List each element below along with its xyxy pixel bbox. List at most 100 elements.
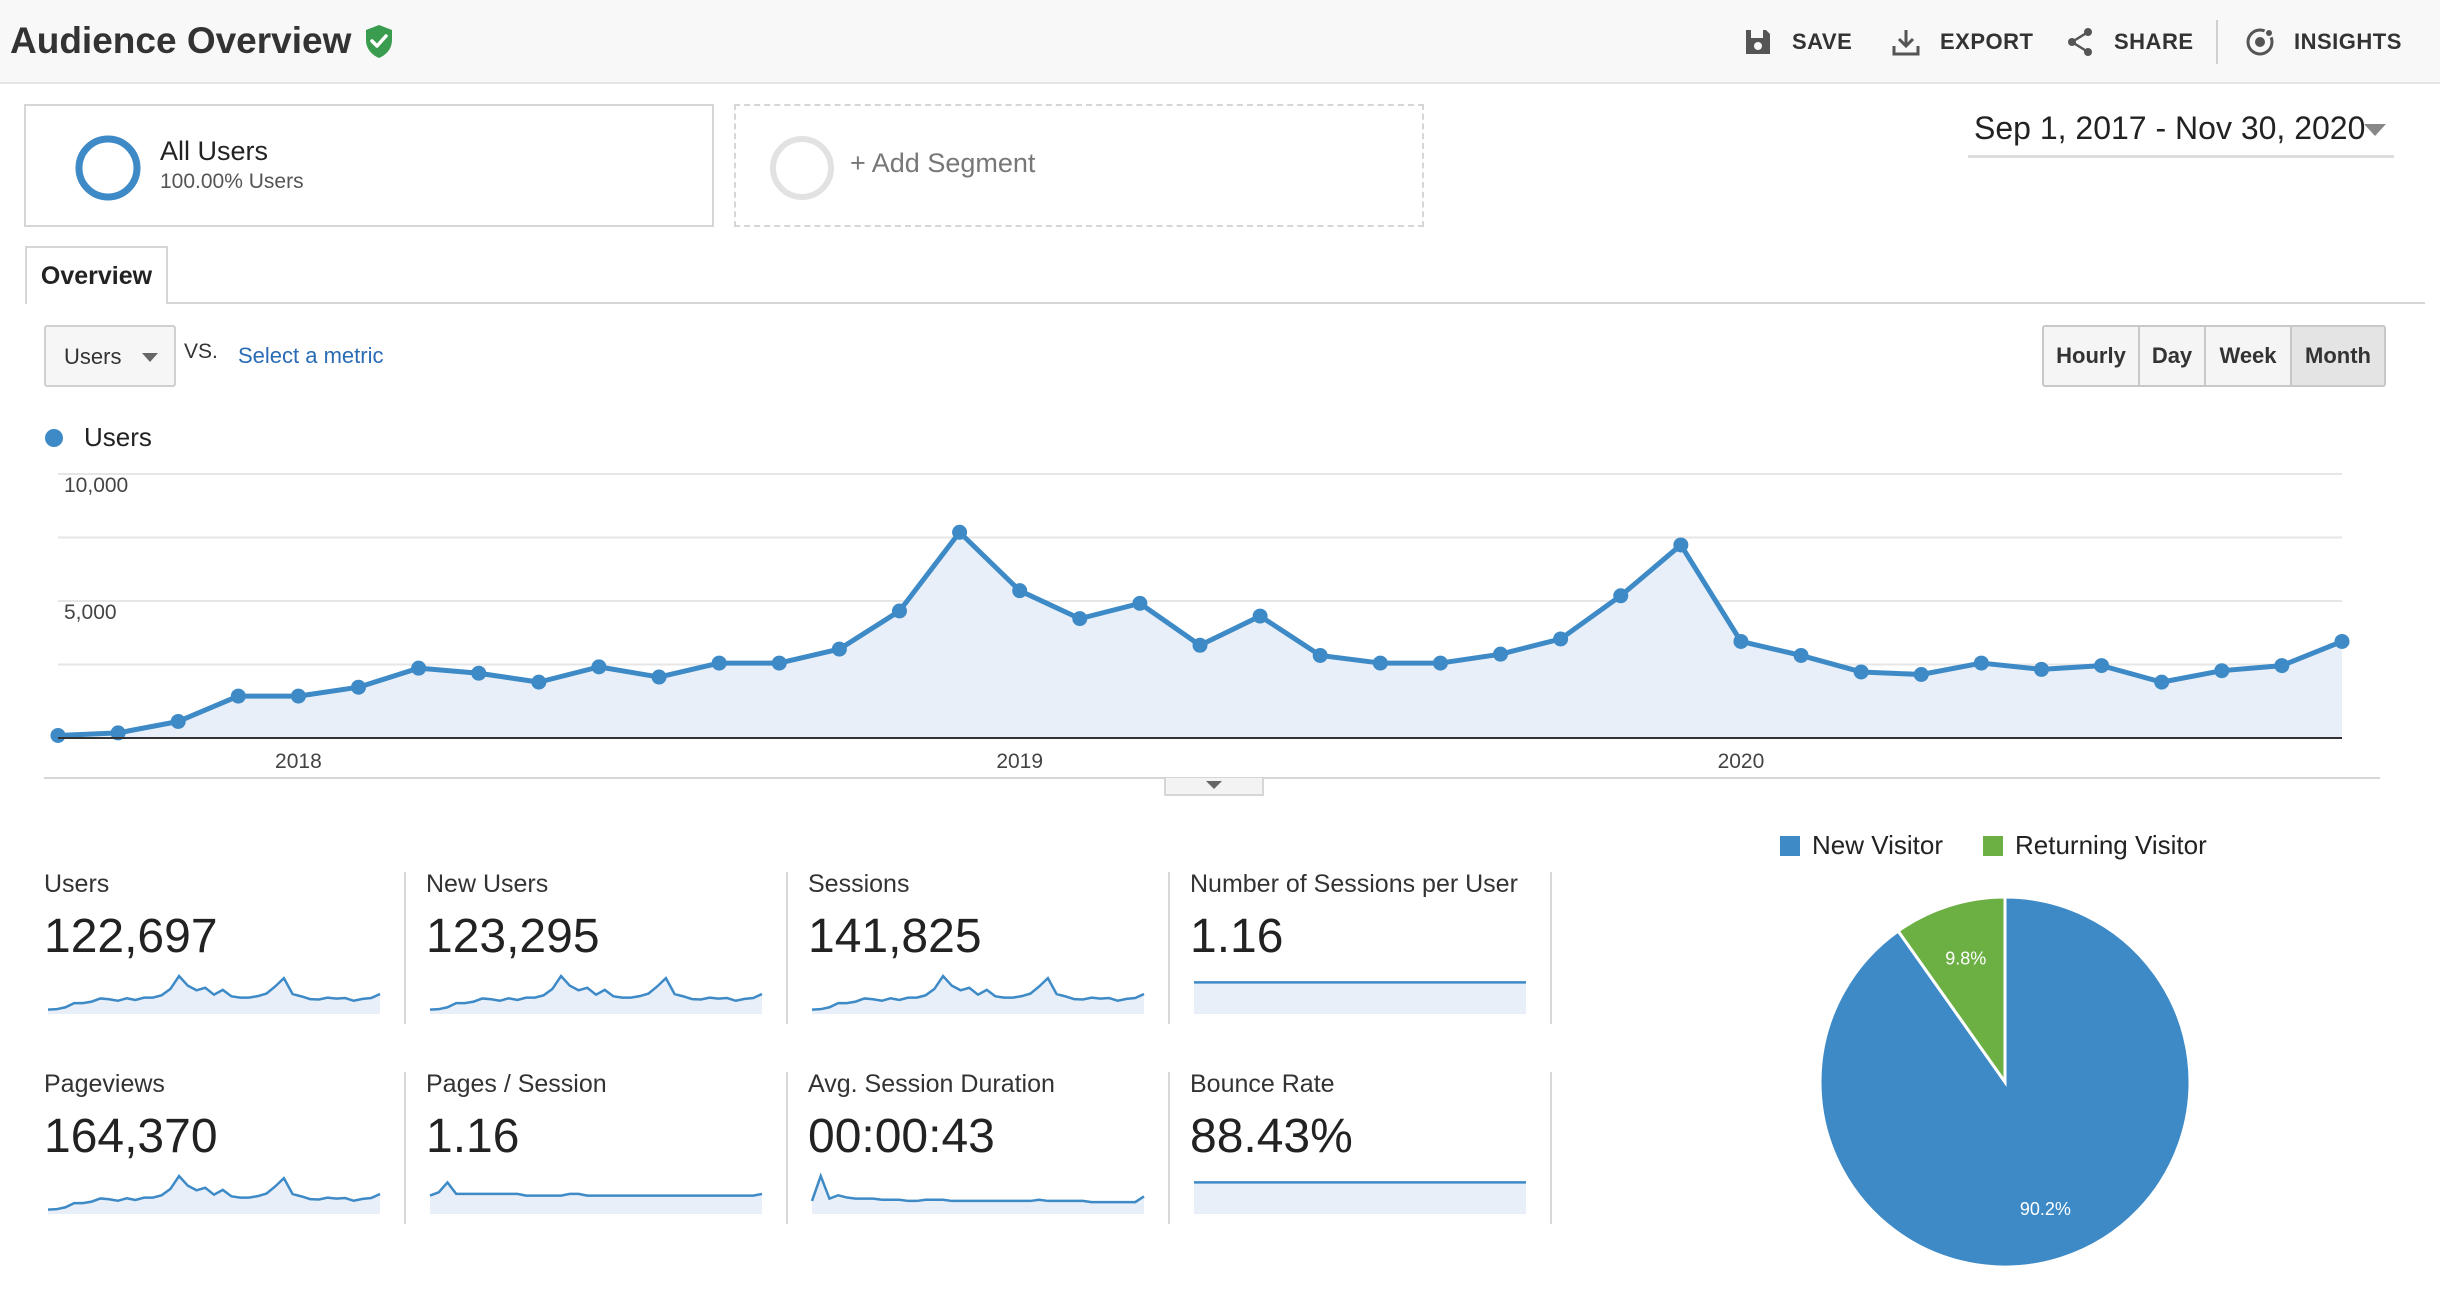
- chart-collapse-handle[interactable]: [1164, 778, 1264, 796]
- data-point: [2274, 658, 2290, 674]
- granularity-month[interactable]: Month: [2292, 327, 2384, 385]
- metric-value: 141,825: [808, 910, 982, 963]
- legend-users: Users: [84, 422, 152, 452]
- granularity-hourly[interactable]: Hourly: [2044, 327, 2140, 385]
- data-point: [711, 655, 727, 671]
- data-point: [1613, 588, 1629, 604]
- data-point: [771, 655, 787, 671]
- add-segment-button[interactable]: + Add Segment: [734, 104, 1424, 227]
- metric-label: Number of Sessions per User: [1190, 870, 1518, 898]
- metric-card[interactable]: Sessions 141,825: [808, 870, 1148, 1020]
- save-button[interactable]: SAVE: [1742, 26, 1852, 58]
- segment-circle-icon: [75, 135, 141, 201]
- metric-label: Bounce Rate: [1190, 1070, 1335, 1098]
- data-point: [831, 641, 847, 657]
- data-point: [1553, 631, 1569, 647]
- data-point: [1913, 667, 1929, 682]
- data-point: [1072, 611, 1088, 627]
- sparkline-line: [429, 973, 763, 1011]
- share-button[interactable]: SHARE: [2064, 26, 2194, 58]
- metric-card[interactable]: Number of Sessions per User 1.16: [1190, 870, 1530, 1020]
- sparkline-line: [47, 1173, 381, 1211]
- metric-card[interactable]: Pageviews 164,370: [44, 1070, 384, 1220]
- metric-divider: [786, 1072, 788, 1224]
- pie-legend-new-label: New Visitor: [1812, 830, 1944, 860]
- sparkline-area: [1194, 1182, 1526, 1214]
- data-point: [2154, 674, 2170, 690]
- chevron-down-icon: [142, 353, 158, 362]
- legend-dot-icon: [45, 428, 63, 447]
- insights-icon: [2246, 28, 2274, 56]
- tab-overview[interactable]: Overview: [25, 246, 168, 304]
- chevron-down-icon: [2364, 124, 2386, 136]
- y-tick-label: 10,000: [64, 474, 128, 497]
- pie-legend-returning: Returning Visitor: [1983, 830, 2207, 861]
- granularity-day[interactable]: Day: [2140, 327, 2206, 385]
- y-tick-label: 5,000: [64, 601, 117, 624]
- metric-label: Avg. Session Duration: [808, 1070, 1055, 1098]
- metric-sparkline: [429, 973, 763, 1014]
- metric-select[interactable]: Users: [44, 325, 176, 387]
- date-range-text: Sep 1, 2017 - Nov 30, 2020: [1974, 110, 2366, 146]
- chart-legend: Users: [44, 422, 152, 453]
- data-point: [2033, 661, 2049, 677]
- data-point: [1192, 637, 1208, 653]
- insights-label: INSIGHTS: [2294, 29, 2402, 54]
- data-point: [50, 727, 66, 743]
- data-point: [411, 660, 427, 676]
- sparkline-line: [47, 973, 381, 1011]
- sparkline-area: [1194, 982, 1526, 1014]
- sparkline-area: [812, 1176, 1144, 1214]
- date-range-picker[interactable]: Sep 1, 2017 - Nov 30, 2020: [1968, 104, 2394, 158]
- data-point: [651, 669, 667, 685]
- save-icon: [1746, 30, 1770, 54]
- metric-value: 122,697: [44, 910, 218, 963]
- x-tick-label: 2020: [1718, 750, 1765, 773]
- metric-divider: [404, 1072, 406, 1224]
- export-label: EXPORT: [1940, 29, 2034, 54]
- data-point: [1372, 655, 1388, 671]
- metric-card[interactable]: Users 122,697: [44, 870, 384, 1020]
- data-point: [471, 665, 487, 681]
- download-icon: [1892, 30, 1920, 56]
- insights-button[interactable]: INSIGHTS: [2244, 26, 2402, 58]
- x-tick-label: 2018: [275, 750, 322, 773]
- metric-label: New Users: [426, 870, 549, 898]
- sparkline-line: [811, 973, 1145, 1011]
- segment-all-users[interactable]: All Users 100.00% Users: [24, 104, 714, 227]
- tab-overview-label: Overview: [40, 261, 153, 290]
- metric-select-value: Users: [64, 344, 122, 369]
- metric-card[interactable]: Avg. Session Duration 00:00:43: [808, 1070, 1148, 1220]
- data-point: [290, 688, 306, 704]
- x-tick-label: 2019: [996, 750, 1043, 773]
- pie-legend: New Visitor Returning Visitor: [1780, 830, 2207, 861]
- share-label: SHARE: [2114, 29, 2194, 54]
- data-point: [230, 688, 246, 704]
- segment-placeholder-icon: [770, 136, 834, 200]
- data-point: [1132, 595, 1148, 611]
- verified-shield-icon: [366, 25, 393, 58]
- data-point: [1793, 647, 1809, 663]
- export-button[interactable]: EXPORT: [1890, 26, 2033, 58]
- metric-card[interactable]: New Users 123,295: [426, 870, 766, 1020]
- metric-sparkline: [47, 1173, 381, 1214]
- data-point: [1312, 647, 1328, 663]
- metric-sparkline: [1194, 1181, 1526, 1214]
- metric-card[interactable]: Pages / Session 1.16: [426, 1070, 766, 1220]
- metric-card[interactable]: Bounce Rate 88.43%: [1190, 1070, 1530, 1220]
- data-point: [1853, 664, 1869, 680]
- metric-divider: [1168, 872, 1170, 1024]
- chevron-down-icon: [1206, 781, 1222, 789]
- metric-divider: [1168, 1072, 1170, 1224]
- segment-detail: 100.00% Users: [160, 170, 304, 193]
- data-point: [110, 725, 126, 741]
- metric-value: 1.16: [426, 1110, 520, 1163]
- data-point: [1493, 646, 1509, 662]
- metric-label: Sessions: [808, 870, 910, 898]
- metric-value: 123,295: [426, 910, 600, 963]
- metric-divider: [786, 872, 788, 1024]
- users-line-chart: 10,000 5,000 2018 2019 2020: [44, 473, 2380, 779]
- select-metric-link[interactable]: Select a metric: [238, 343, 384, 368]
- granularity-week[interactable]: Week: [2206, 327, 2292, 385]
- metric-value: 00:00:43: [808, 1110, 995, 1163]
